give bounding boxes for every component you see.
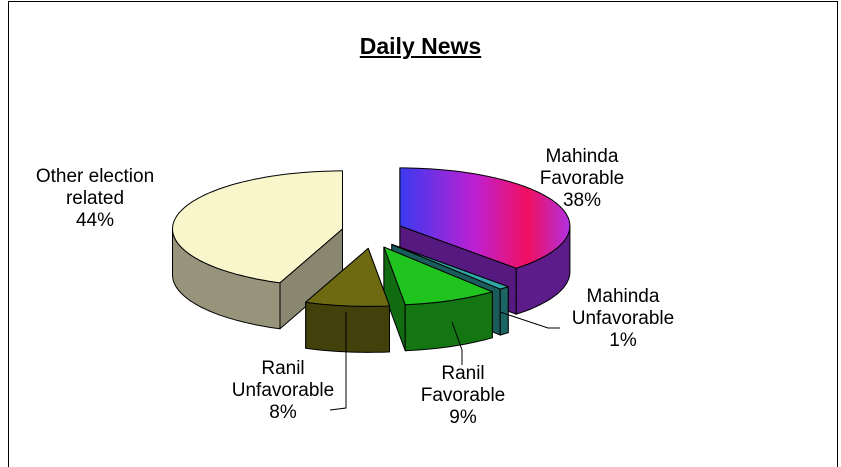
slice-top	[391, 243, 509, 290]
pie-slice	[383, 246, 493, 352]
chart-title: Daily News	[359, 33, 482, 59]
slice-label: Mahinda Favorable 38%	[522, 146, 642, 212]
slice-value: 8%	[269, 402, 297, 423]
slice-category: Ranil Unfavorable	[231, 358, 335, 401]
slice-wall	[305, 301, 390, 353]
slice-category: Other election related	[35, 166, 155, 209]
slice-value: 38%	[562, 190, 602, 211]
pie-slice	[172, 170, 343, 330]
chart-frame	[8, 1, 838, 467]
pie-slice	[305, 247, 390, 353]
slice-top	[172, 170, 343, 284]
slice-label: Mahinda Unfavorable 1%	[553, 286, 693, 352]
slice-label: Ranil Favorable 9%	[413, 363, 513, 429]
slice-top	[383, 246, 493, 306]
slice-value: 1%	[609, 330, 637, 351]
slice-wall	[499, 286, 509, 336]
slice-top	[399, 167, 571, 269]
pie	[172, 167, 571, 353]
leader-lines	[329, 311, 560, 411]
slice-category: Mahinda Favorable	[539, 146, 625, 189]
slice-top	[305, 247, 390, 307]
slice-category: Mahinda Unfavorable	[571, 286, 675, 329]
leader-line	[499, 311, 560, 329]
slice-category: Ranil Favorable	[420, 363, 506, 406]
slice-label: Other election related 44%	[10, 166, 180, 232]
slice-value: 44%	[75, 210, 115, 231]
leader-line	[451, 321, 463, 365]
slice-value: 9%	[449, 407, 477, 428]
leader-line	[329, 312, 347, 411]
slice-label: Ranil Unfavorable 8%	[218, 358, 348, 424]
